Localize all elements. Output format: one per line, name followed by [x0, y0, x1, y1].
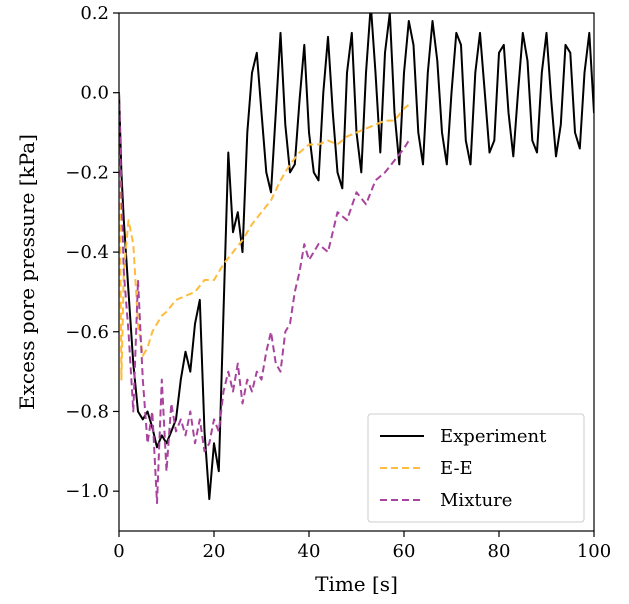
legend-box	[367, 413, 585, 523]
plot-lines	[119, 13, 594, 505]
series-line-mixture	[119, 92, 410, 505]
y-tick-label: 0.0	[80, 83, 109, 104]
legend-label: Mixture	[440, 490, 512, 511]
legend-label: Experiment	[440, 426, 547, 447]
x-tick-label: 40	[298, 541, 321, 562]
x-tick-label: 0	[113, 541, 124, 562]
x-ticks: 0 20 40 60 80 100	[113, 531, 611, 562]
y-tick-label: −0.8	[65, 401, 109, 422]
x-tick-label: 60	[393, 541, 416, 562]
x-axis-label: Time [s]	[315, 572, 398, 596]
y-axis-label: Excess pore pressure [kPa]	[15, 134, 39, 410]
x-tick-label: 80	[488, 541, 511, 562]
y-tick-label: −0.4	[65, 242, 109, 263]
series-line-e-e	[119, 92, 410, 381]
legend-entries: Experiment E-E Mixture	[380, 426, 547, 511]
y-ticks: 0.2 0.0 −0.2 −0.4 −0.6 −0.8 −1.0	[65, 3, 119, 502]
x-tick-label: 100	[577, 541, 611, 562]
legend-label: E-E	[440, 458, 473, 479]
y-tick-label: −0.6	[65, 322, 109, 343]
plot-frame	[118, 12, 595, 532]
y-tick-label: 0.2	[80, 3, 109, 24]
x-tick-label: 20	[203, 541, 226, 562]
y-tick-label: −1.0	[65, 481, 109, 502]
y-tick-label: −0.2	[65, 162, 109, 183]
legend: Experiment E-E Mixture	[367, 413, 585, 523]
series-line-experiment	[119, 13, 594, 501]
